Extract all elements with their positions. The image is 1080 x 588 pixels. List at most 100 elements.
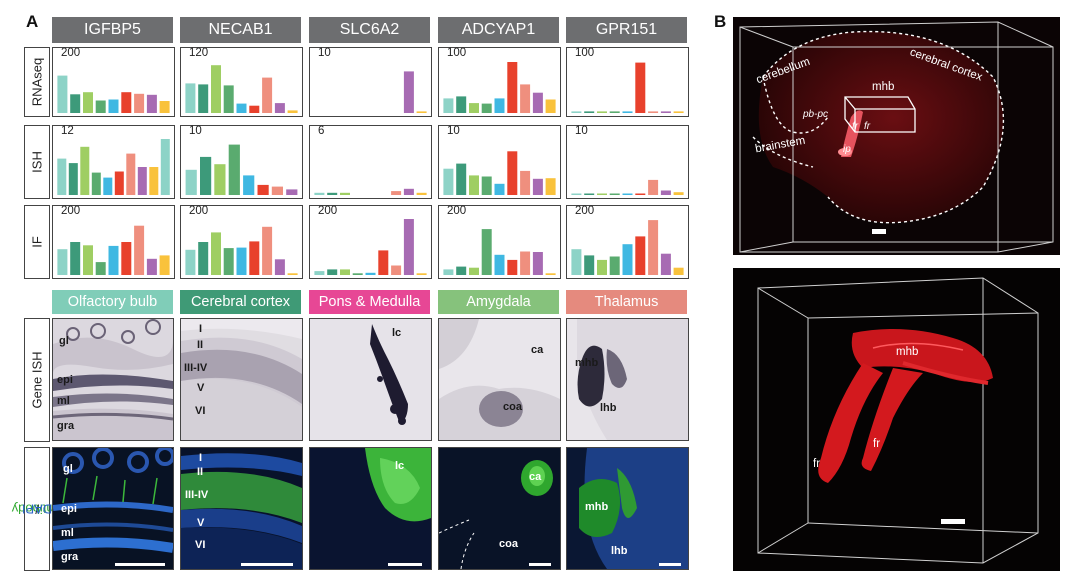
- bar-chart-svg: [57, 139, 170, 195]
- bar-chart-max-label: 12: [61, 125, 74, 137]
- bar: [149, 167, 159, 195]
- ab-olfactory-label-gl: gl: [63, 463, 73, 475]
- panel-b-label-fr1: fr: [852, 121, 859, 132]
- ab-image-cortex: I II III-IV V VI: [180, 447, 303, 570]
- bar: [327, 269, 338, 275]
- panel-label-a: A: [26, 12, 39, 31]
- bar: [545, 99, 556, 113]
- bar: [635, 62, 646, 113]
- bar: [403, 219, 414, 275]
- bar: [243, 175, 255, 195]
- ab-thalamus-drawing: [567, 448, 688, 569]
- ish-thalamus-drawing: [567, 319, 688, 440]
- bar-chart-svg: [57, 225, 170, 275]
- ab-image-thalamus: mhb lhb: [566, 447, 689, 570]
- bar: [648, 179, 659, 195]
- bar: [274, 103, 285, 113]
- row-label-ish-text: ISH: [29, 151, 45, 173]
- bar: [507, 151, 518, 195]
- bar: [443, 98, 454, 113]
- bar: [314, 192, 325, 195]
- bar: [660, 111, 671, 113]
- row-label-rnaseq: RNAseq: [24, 47, 50, 117]
- bar: [378, 250, 389, 275]
- bar: [648, 220, 659, 275]
- ish-olfactory-label-ml: ml: [57, 395, 70, 407]
- bar: [660, 253, 671, 275]
- bar-chart-svg: [185, 144, 298, 195]
- bar: [416, 192, 427, 195]
- bar: [340, 192, 350, 195]
- ab-thalamus-label-mhb: mhb: [585, 501, 609, 513]
- bar: [103, 177, 113, 195]
- bar-chart-svg: [185, 226, 298, 275]
- bar-chart-rnaseq-igfbp5: 200: [52, 47, 175, 117]
- gene-header-necab1: NECAB1: [180, 17, 301, 43]
- bar: [635, 236, 646, 275]
- bar: [571, 193, 582, 195]
- ab-olfactory-drawing: [53, 448, 173, 569]
- bar: [520, 251, 531, 275]
- ish-olfactory-drawing: [53, 319, 173, 440]
- ab-pons-scalebar: [388, 563, 422, 566]
- bar: [91, 172, 101, 195]
- bar: [597, 111, 607, 113]
- ish-pons-label-lc: lc: [392, 327, 402, 339]
- bar: [146, 258, 157, 275]
- gene-header-gpr151: GPR151: [566, 17, 687, 43]
- bar: [609, 111, 620, 113]
- bar: [83, 92, 93, 113]
- bar: [532, 178, 543, 195]
- bar: [262, 77, 273, 113]
- ab-image-amygdala: ca coa: [438, 447, 561, 570]
- bar-chart-svg: [443, 62, 556, 113]
- bar: [507, 62, 518, 113]
- bar: [114, 171, 124, 195]
- bar: [609, 193, 620, 195]
- row-label-if-text: IF: [29, 236, 45, 248]
- gene-header-adcyap1: ADCYAP1: [438, 17, 559, 43]
- bar-chart-max-label: 10: [189, 125, 202, 137]
- bar-chart-max-label: 10: [575, 125, 588, 137]
- bar-chart-ish-adcyap1: 10: [438, 125, 561, 199]
- bar: [352, 273, 363, 275]
- bar: [137, 167, 147, 195]
- bar: [391, 191, 402, 195]
- bar: [271, 186, 283, 195]
- bar: [456, 266, 467, 275]
- ab-pons-drawing: [310, 448, 431, 569]
- bar: [571, 111, 582, 113]
- bar: [597, 193, 607, 195]
- bar: [185, 249, 196, 275]
- region-header-thalamus: Thalamus: [566, 290, 687, 314]
- bar: [198, 84, 209, 113]
- panel-b-bottom-drawing: [733, 268, 1060, 571]
- bar-chart-rnaseq-gpr151: 100: [566, 47, 689, 117]
- bar: [456, 163, 467, 195]
- panel-b-top-drawing: [733, 17, 1060, 255]
- bar-chart-svg: [314, 188, 427, 195]
- bar-chart-svg: [571, 62, 684, 113]
- region-header-cerebral-cortex: Cerebral cortex: [180, 290, 301, 314]
- bar: [660, 190, 671, 195]
- bar-chart-svg: [314, 219, 427, 275]
- bar-chart-svg: [571, 220, 684, 275]
- ish-olfactory-label-epi: epi: [57, 374, 73, 386]
- bar: [214, 164, 226, 195]
- bar: [456, 96, 467, 113]
- row-label-antibody-dapi: Antibody / DAPI: [12, 447, 62, 571]
- ab-cortex-label-3: III-IV: [185, 489, 209, 501]
- row-label-gene-ish: Gene ISH: [24, 318, 50, 442]
- bar: [597, 259, 607, 275]
- bar: [673, 192, 684, 195]
- ab-image-pons: lc: [309, 447, 432, 570]
- bar: [494, 183, 505, 195]
- bar: [236, 103, 247, 113]
- bar: [160, 139, 170, 195]
- bar-chart-svg: [185, 65, 298, 113]
- bar: [648, 111, 659, 113]
- ab-olfactory-label-ml: ml: [61, 527, 74, 539]
- bar-chart-max-label: 100: [575, 47, 595, 59]
- ish-cortex-label-4: V: [197, 382, 205, 394]
- ish-image-thalamus: mhb lhb: [566, 318, 689, 441]
